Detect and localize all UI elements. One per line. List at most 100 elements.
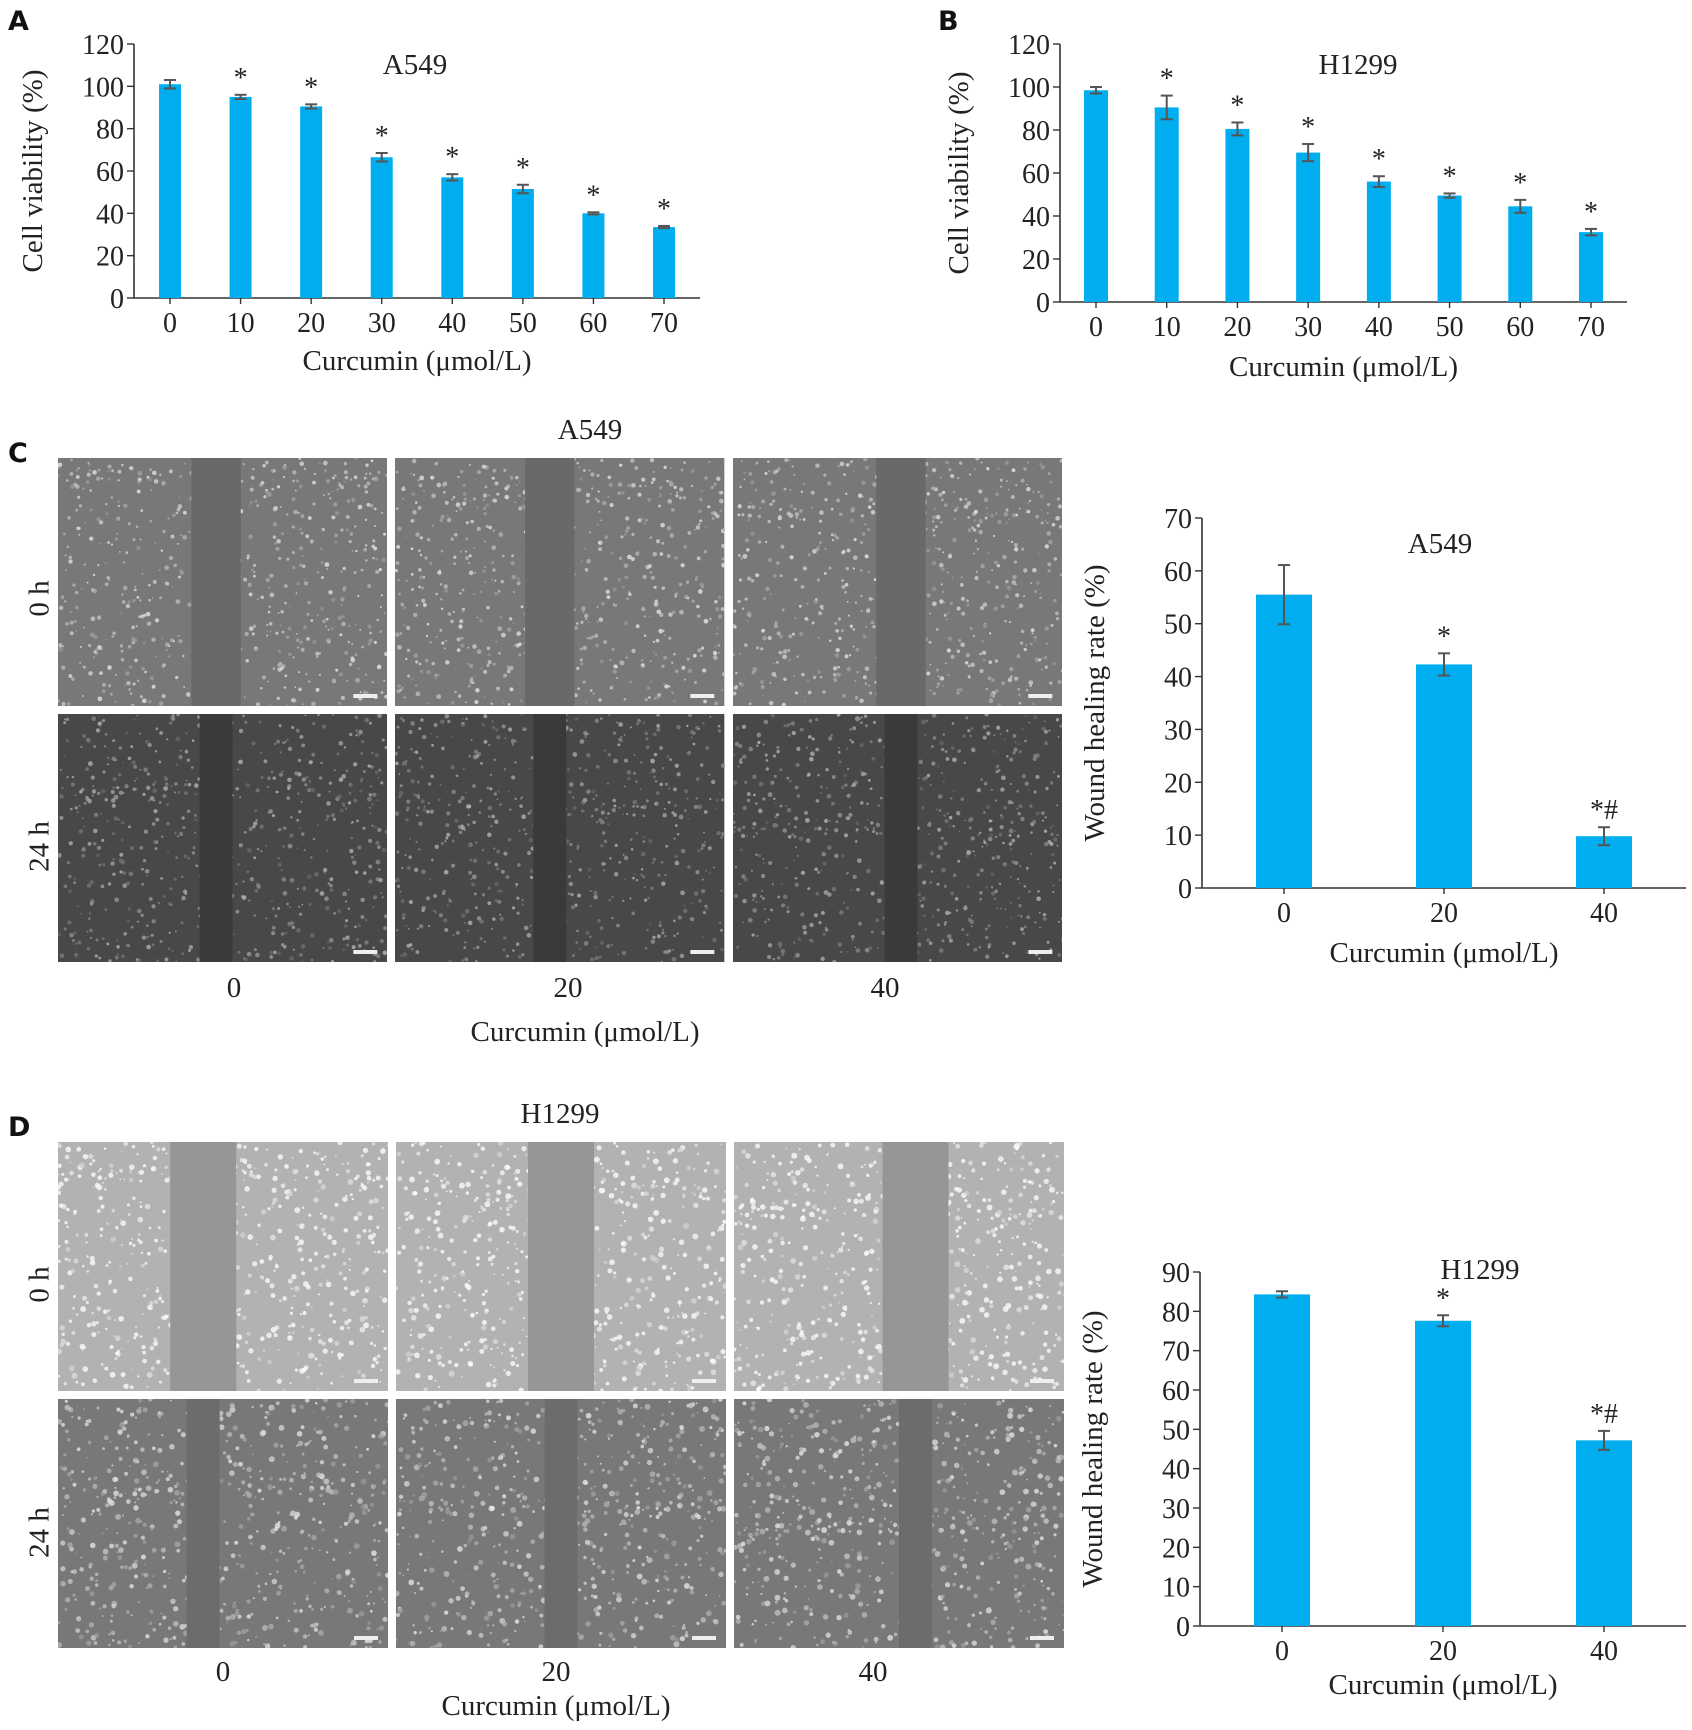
- bar: [1366, 181, 1391, 302]
- y-tick-label: 40: [1022, 202, 1050, 233]
- y-tick-label: 90: [1162, 1258, 1190, 1289]
- x-tick-label: 40: [1590, 898, 1618, 929]
- panel-label-b: B: [938, 6, 959, 37]
- x-tick-label: 40: [438, 308, 466, 339]
- x-tick-label: 50: [1436, 312, 1464, 343]
- x-tick-label: 0: [1275, 1636, 1289, 1667]
- panel-label-a: A: [8, 6, 29, 37]
- micrograph-0h-2: [734, 1142, 1064, 1391]
- micrograph-grid-d: [58, 1142, 1064, 1648]
- bar: [1576, 1440, 1632, 1626]
- significance-mark: *: [1436, 1283, 1450, 1314]
- x-tick-label: 20: [1430, 898, 1458, 929]
- micrograph-0h-0: [58, 458, 388, 706]
- y-axis-title: Cell viability (%): [17, 70, 49, 273]
- significance-mark: *: [1437, 621, 1451, 652]
- y-tick-label: 20: [1162, 1533, 1190, 1564]
- y-tick-label: 0: [1036, 288, 1050, 319]
- chart-title: H1299: [1441, 1254, 1520, 1286]
- x-tick-label: 70: [1577, 312, 1605, 343]
- significance-mark: *: [375, 121, 389, 152]
- col-label-0-d: 0: [215, 1656, 231, 1688]
- x-axis-title: Curcumin (μmol/L): [1330, 937, 1559, 969]
- x-tick-label: 20: [1223, 312, 1251, 343]
- bar: [1084, 90, 1108, 302]
- micrograph-24h-1: [396, 1399, 726, 1648]
- x-axis-title: Curcumin (μmol/L): [1329, 1669, 1558, 1701]
- y-tick-label: 80: [96, 115, 124, 146]
- chart-d: 0 10 20 30 40 50 60 70 80 90 0 * 20 *# 40 H1299 Curcumin…: [1077, 1254, 1686, 1701]
- col-label-40-c: 40: [870, 972, 900, 1004]
- micrograph-xlabel-c: Curcumin (μmol/L): [470, 1016, 700, 1048]
- bar: [441, 177, 464, 298]
- y-tick-label: 120: [82, 30, 124, 61]
- y-tick-label: 100: [1008, 73, 1050, 104]
- significance-mark: *: [1443, 161, 1457, 192]
- micrograph-title-c: A549: [557, 414, 623, 446]
- panel-label-d: D: [8, 1112, 31, 1143]
- y-tick-label: 70: [1162, 1337, 1190, 1368]
- bar: [370, 157, 393, 298]
- micrograph-24h-0: [58, 714, 388, 962]
- micrograph-24h-2: [732, 714, 1062, 962]
- y-tick-label: 0: [110, 284, 124, 315]
- bar: [653, 227, 675, 298]
- y-tick-label: 60: [1022, 159, 1050, 190]
- bar: [511, 188, 534, 298]
- significance-mark: *: [516, 153, 530, 184]
- y-tick-label: 0: [1178, 874, 1192, 905]
- bar: [159, 84, 181, 298]
- col-label-20-c: 20: [553, 972, 583, 1004]
- micrograph-0h-1: [395, 458, 725, 706]
- bar: [300, 106, 323, 298]
- y-tick-label: 30: [1164, 715, 1192, 746]
- x-axis-title: Curcumin (μmol/L): [303, 345, 532, 377]
- significance-mark: *: [234, 63, 248, 94]
- x-tick-label: 0: [163, 308, 177, 339]
- y-tick-label: 20: [96, 242, 124, 273]
- y-tick-label: 60: [1162, 1376, 1190, 1407]
- x-tick-label: 50: [509, 308, 537, 339]
- y-tick-label: 80: [1022, 116, 1050, 147]
- bar: [1225, 128, 1250, 302]
- x-tick-label: 60: [1506, 312, 1534, 343]
- y-tick-label: 120: [1008, 30, 1050, 61]
- panel-label-c: C: [8, 438, 28, 469]
- micrograph-24h-1: [395, 714, 725, 962]
- x-tick-label: 40: [1365, 312, 1393, 343]
- y-tick-label: 30: [1162, 1494, 1190, 1525]
- significance-mark: *: [445, 142, 459, 173]
- y-tick-label: 60: [96, 157, 124, 188]
- y-tick-label: 50: [1162, 1415, 1190, 1446]
- bar: [1415, 1320, 1471, 1626]
- x-tick-label: 70: [650, 308, 678, 339]
- x-tick-label: 10: [1153, 312, 1181, 343]
- col-label-0-c: 0: [226, 972, 242, 1004]
- x-tick-label: 30: [368, 308, 396, 339]
- x-tick-label: 60: [579, 308, 607, 339]
- y-axis-title: Wound healing rate (%): [1079, 564, 1111, 841]
- x-tick-label: 10: [227, 308, 255, 339]
- col-label-20-d: 20: [541, 1656, 571, 1688]
- y-tick-label: 70: [1164, 504, 1192, 535]
- y-tick-label: 100: [82, 72, 124, 103]
- y-tick-label: 0: [1176, 1612, 1190, 1643]
- chart-a: 0 20 40 60 80 100 120 0 * 10 * 20 * 30 * 40 * 50 * 60 * 70 A54…: [17, 30, 700, 377]
- chart-title: A549: [1408, 528, 1472, 560]
- micrograph-0h-1: [396, 1142, 726, 1391]
- y-tick-label: 20: [1022, 245, 1050, 276]
- col-label-40-d: 40: [858, 1656, 888, 1688]
- micrograph-xlabel-d: Curcumin (μmol/L): [441, 1690, 671, 1722]
- bar: [1508, 206, 1533, 302]
- significance-mark: *: [657, 194, 671, 225]
- chart-c: 0 10 20 30 40 50 60 70 0 * 20 *# 40 A549 Curcumin (μmo…: [1079, 504, 1686, 969]
- chart-title: A549: [383, 49, 447, 81]
- micrograph-24h-0: [58, 1399, 388, 1648]
- micrograph-title-d: H1299: [520, 1098, 600, 1130]
- y-tick-label: 20: [1164, 768, 1192, 799]
- x-tick-label: 20: [297, 308, 325, 339]
- x-tick-label: 20: [1429, 1636, 1457, 1667]
- significance-mark: *: [586, 180, 600, 211]
- bar: [229, 96, 252, 299]
